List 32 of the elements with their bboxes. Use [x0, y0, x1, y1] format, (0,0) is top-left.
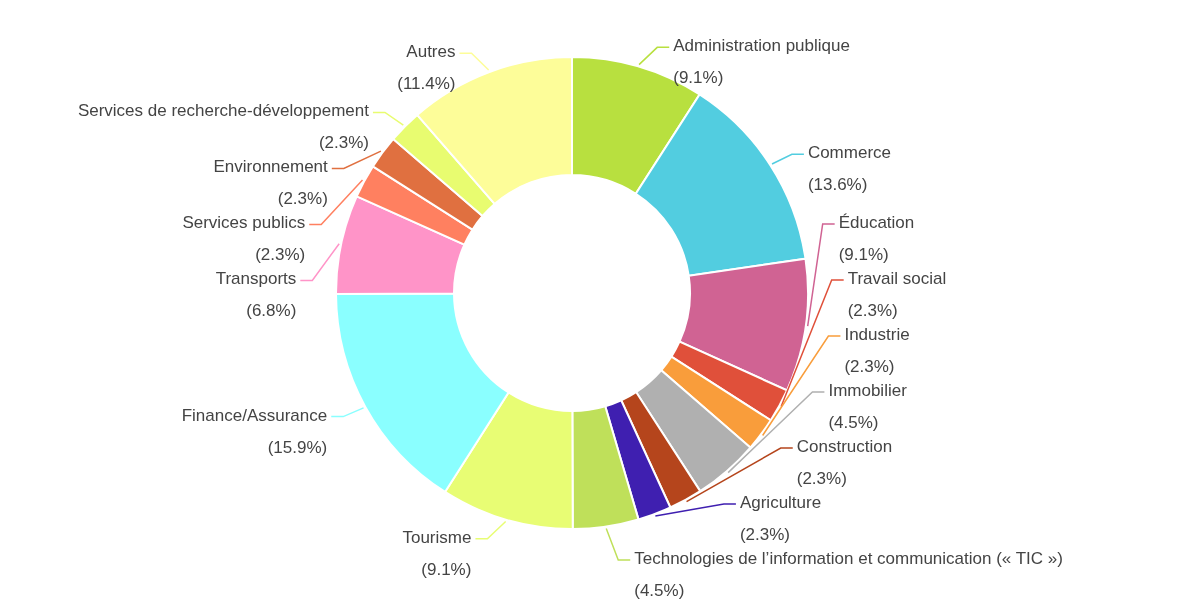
data-label: (2.3%) — [847, 301, 898, 320]
slice-label: Construction — [796, 437, 893, 456]
slice-label: Finance/Assurance — [181, 405, 328, 425]
slice-label: Transports — [215, 269, 297, 289]
slice-label: Administration publique — [673, 36, 850, 56]
data-label: (9.1%) — [673, 68, 724, 88]
data-label: (6.8%) — [246, 301, 297, 321]
data-label: (13.6%) — [807, 175, 868, 195]
data-label: (2.3%) — [796, 469, 847, 488]
data-label: (15.9%) — [267, 437, 328, 457]
data-label: (2.3%) — [844, 357, 895, 376]
slice-label: Immobilier — [828, 381, 908, 400]
slice-label: Autres — [406, 42, 456, 62]
slice-label: Tourisme — [402, 527, 472, 547]
data-label: (4.5%) — [634, 581, 685, 600]
slice-label: Technologies de l’information et communication (« TIC ») — [634, 549, 1063, 568]
slice-label: Environnement — [213, 157, 329, 177]
data-label: (2.3%) — [318, 133, 369, 153]
slice-label: Services de recherche-développement — [77, 101, 370, 121]
slice-label: Services publics — [182, 213, 306, 233]
slice-label: Travail social — [847, 269, 947, 288]
data-label: (9.1%) — [421, 559, 472, 579]
slice-label: Industrie — [844, 325, 910, 344]
slice-label: Éducation — [838, 213, 915, 232]
data-label: (9.1%) — [838, 245, 889, 264]
data-label: (11.4%) — [397, 74, 456, 94]
data-label: (2.3%) — [739, 525, 790, 544]
data-label: (2.3%) — [277, 189, 328, 209]
slice-label: Commerce — [807, 143, 892, 163]
data-label: (2.3%) — [255, 245, 306, 265]
slice-label: Agriculture — [739, 493, 822, 512]
data-label: (4.5%) — [828, 413, 879, 432]
